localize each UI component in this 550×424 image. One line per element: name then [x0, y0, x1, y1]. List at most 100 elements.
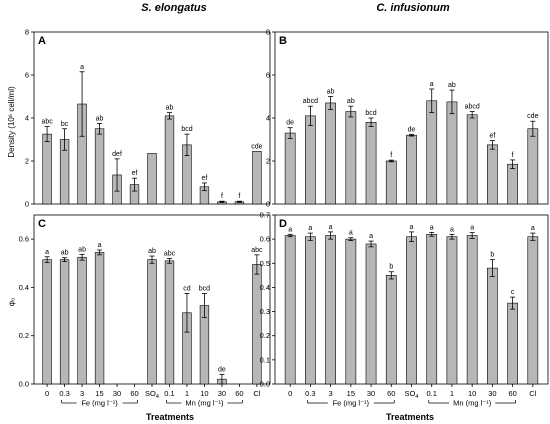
y-tick-label: 0.1 — [260, 355, 270, 364]
x-tick-label: 1 — [450, 389, 454, 398]
bar — [59, 259, 70, 385]
significance-label: b — [490, 252, 494, 259]
significance-label: f — [512, 152, 514, 159]
x-tick-label: 60 — [508, 389, 516, 398]
bar — [385, 275, 397, 385]
x-tick-label: 0 — [288, 389, 292, 398]
x-tick-label: 60 — [387, 389, 395, 398]
x-tick-label: Cl — [253, 389, 260, 398]
significance-label: a — [80, 64, 84, 71]
significance-label: abcd — [303, 98, 318, 105]
y-tick-label: 2 — [25, 157, 29, 166]
significance-label: f — [390, 152, 392, 159]
significance-label: bcd — [181, 126, 192, 133]
y-tick-label: 0.5 — [260, 259, 270, 268]
x-tick-label: Cl — [529, 389, 536, 398]
bar — [345, 111, 357, 205]
significance-label: de — [286, 120, 294, 127]
y-tick-label: 0.3 — [260, 307, 270, 316]
significance-label: a — [98, 242, 102, 249]
significance-label: a — [369, 233, 373, 240]
group-label: Fe (mg l⁻¹) — [333, 399, 370, 408]
bar — [42, 133, 52, 205]
panel-letter: B — [279, 35, 287, 47]
significance-label: a — [410, 224, 414, 231]
title-left: S. elongatus — [141, 2, 206, 14]
subscript: 4 — [156, 394, 159, 400]
significance-label: cd — [183, 285, 191, 292]
bar — [77, 256, 87, 385]
significance-label: ab — [327, 89, 335, 96]
group-labels-c: Fe (mg l⁻¹) Mn (mg l⁻¹) — [61, 399, 243, 408]
bar — [94, 252, 105, 385]
significance-label: cde — [251, 143, 262, 150]
bar — [487, 144, 498, 205]
significance-label: a — [470, 225, 474, 232]
significance-label: abc — [164, 250, 176, 257]
significance-label: ab — [96, 115, 104, 122]
bar — [446, 101, 458, 205]
significance-label: de — [218, 366, 226, 373]
x-tick-label: 15 — [347, 389, 355, 398]
bar — [365, 122, 377, 205]
bar — [164, 260, 175, 385]
significance-label: ab — [61, 250, 69, 257]
x-tick-label: 1 — [185, 389, 189, 398]
title-right: C. infusionum — [376, 2, 450, 14]
y-tick-label: 6 — [25, 71, 29, 80]
group-label: Mn (mg l⁻¹) — [453, 399, 492, 408]
significance-label: a — [450, 226, 454, 233]
y-tick-label: 0.7 — [260, 211, 270, 220]
bar — [325, 235, 336, 385]
panel-a: A 0 2 4 6 8 abc bc a ab def ef ab bcd ef f f cde — [25, 28, 271, 209]
significance-label: f — [221, 193, 223, 200]
bar — [252, 151, 262, 205]
significance-label: c — [511, 289, 515, 296]
x-tick-label: 0.3 — [59, 389, 69, 398]
significance-label: b — [389, 264, 393, 271]
significance-label: a — [430, 224, 434, 231]
y-tick-label: 0.2 — [260, 331, 270, 340]
significance-label: a — [45, 249, 49, 256]
x-tick-label: SO4 — [145, 389, 159, 400]
group-labels-d: Fe (mg l⁻¹) Mn (mg l⁻¹) — [307, 399, 516, 408]
panel-letter: C — [38, 218, 46, 230]
significance-label: ab — [166, 105, 174, 112]
significance-label: a — [308, 225, 312, 232]
significance-label: f — [238, 193, 240, 200]
x-tick-label: 3 — [329, 389, 333, 398]
bar — [42, 259, 52, 385]
bar — [94, 128, 105, 205]
y-tick-label: 0.0 — [260, 380, 270, 389]
x-tick-label: 0.1 — [164, 389, 174, 398]
bar — [527, 236, 539, 385]
x-tick-label: 15 — [95, 389, 103, 398]
significance-label: ef — [202, 175, 208, 182]
significance-label: abc — [41, 119, 53, 126]
x-tick-label: 30 — [218, 389, 226, 398]
panel-c: C 0.0 0.2 0.4 0.6 a 0 ab 0.3 ab 3 a 15 30 60 ab SO4 abc 0.… — [19, 214, 271, 400]
x-tick-label: 60 — [130, 389, 138, 398]
bar — [466, 114, 478, 205]
x-tick-label: 0.1 — [427, 389, 437, 398]
bar — [527, 128, 539, 205]
bar — [507, 163, 518, 205]
significance-label: ef — [132, 170, 138, 177]
significance-label: a — [349, 230, 353, 237]
y-tick-label: 0 — [25, 200, 29, 209]
significance-label: ab — [148, 248, 156, 255]
x-tick-label: 0.3 — [305, 389, 315, 398]
significance-label: bcd — [365, 110, 376, 117]
group-label: Fe (mg l⁻¹) — [81, 399, 118, 408]
x-tick-label: 0 — [45, 389, 49, 398]
y-tick-label: 0.6 — [260, 235, 270, 244]
y-tick-label: 8 — [266, 28, 270, 37]
significance-label: ef — [489, 133, 495, 140]
bar — [426, 100, 438, 205]
y-tick-label: 4 — [266, 114, 270, 123]
significance-label: bc — [61, 121, 69, 128]
y-tick-label: 6 — [266, 71, 270, 80]
x-axis-label-c: Treatments — [146, 412, 194, 422]
x-tick-label: 10 — [200, 389, 208, 398]
